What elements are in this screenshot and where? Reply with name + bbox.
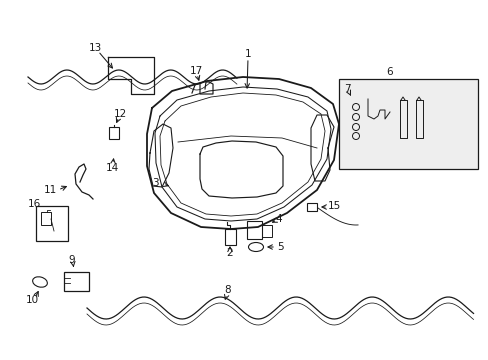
Text: 16: 16 <box>27 199 41 209</box>
Text: 14: 14 <box>105 163 119 173</box>
Text: 10: 10 <box>25 295 39 305</box>
Text: 2: 2 <box>226 248 233 258</box>
Text: 15: 15 <box>326 201 340 211</box>
Text: 12: 12 <box>113 109 126 119</box>
Text: 4: 4 <box>275 214 282 224</box>
Text: 13: 13 <box>88 43 102 53</box>
Text: 3: 3 <box>151 178 158 188</box>
Text: 1: 1 <box>244 49 251 59</box>
Text: 9: 9 <box>68 255 75 265</box>
FancyBboxPatch shape <box>338 79 477 169</box>
Text: 11: 11 <box>43 185 57 195</box>
Text: 7: 7 <box>343 84 349 94</box>
Text: 8: 8 <box>224 285 231 295</box>
Text: 5: 5 <box>276 242 283 252</box>
Text: 6: 6 <box>386 67 392 77</box>
Text: 17: 17 <box>189 66 202 76</box>
